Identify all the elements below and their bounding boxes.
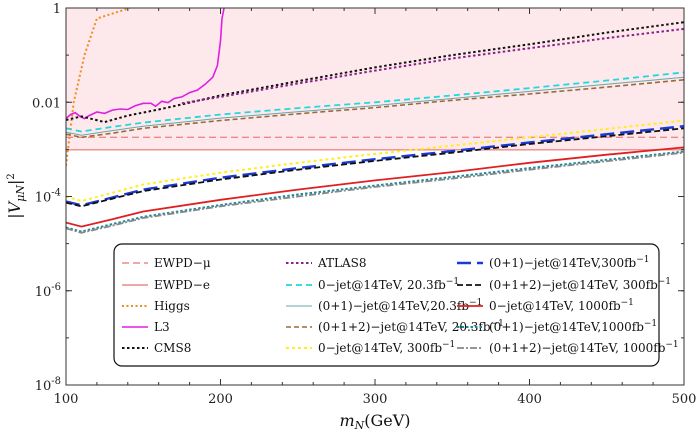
series-line-13 <box>66 150 684 233</box>
legend-label: ATLAS8 <box>317 256 367 270</box>
legend-label: 0−jet@14TeV, 300fb−1 <box>318 340 455 355</box>
legend-label: EWPD−e <box>154 278 210 292</box>
x-axis-title: mN(GeV) <box>339 411 410 432</box>
series-line-11 <box>66 127 684 208</box>
series-line-9 <box>66 119 684 203</box>
x-tick-label: 400 <box>517 392 542 407</box>
excluded-region <box>66 8 684 150</box>
y-tick-label: 10-6 <box>35 282 61 300</box>
legend-label: 0−jet@14TeV, 20.3fb−1 <box>318 277 459 292</box>
series-line-6 <box>66 71 684 133</box>
legend: EWPD−μ EWPD−e Higgs L3 CMS8 ATLAS8 0−jet@14TeV… <box>113 243 679 367</box>
x-tick-label: 200 <box>208 392 233 407</box>
legend-box <box>113 243 660 367</box>
series-line-12 <box>66 146 684 228</box>
series-line-7 <box>66 76 684 136</box>
x-tick-label: 100 <box>54 392 79 407</box>
legend-label: (0+1+2)−jet@14TeV, 300fb−1 <box>489 277 671 292</box>
series-line-4 <box>66 21 684 124</box>
legend-label: (0+1)−jet@14TeV,20.3fb−1 <box>318 298 482 313</box>
legend-label: (0+1)−jet@14TeV,300fb−1 <box>489 255 650 270</box>
x-tick-label: 300 <box>363 392 388 407</box>
legend-label: EWPD−μ <box>154 256 211 270</box>
series-line-2 <box>66 8 132 166</box>
series-line-5 <box>181 27 684 105</box>
legend-label: L3 <box>154 320 170 334</box>
legend-label: Higgs <box>154 299 190 313</box>
y-tick-label: 0.01 <box>32 96 61 111</box>
x-tick-label: 500 <box>672 392 696 407</box>
y-tick-label: 1 <box>53 2 61 17</box>
legend-label: (0+1)−jet@14TeV,1000fb−1 <box>489 319 657 334</box>
series-line-14 <box>66 151 684 234</box>
legend-label: (0+1+2)−jet@14TeV, 20.3fb−1 <box>318 319 504 334</box>
legend-label: CMS8 <box>154 341 191 355</box>
legend-label: 0−jet@14TeV, 1000fb−1 <box>489 298 634 313</box>
y-axis-title: |VμN|2 <box>5 173 27 219</box>
y-tick-label: 10-4 <box>35 188 61 206</box>
legend-label: (0+1+2)−jet@14TeV, 1000fb−1 <box>489 340 679 355</box>
series-layer <box>66 8 684 234</box>
series-line-8 <box>66 79 684 139</box>
